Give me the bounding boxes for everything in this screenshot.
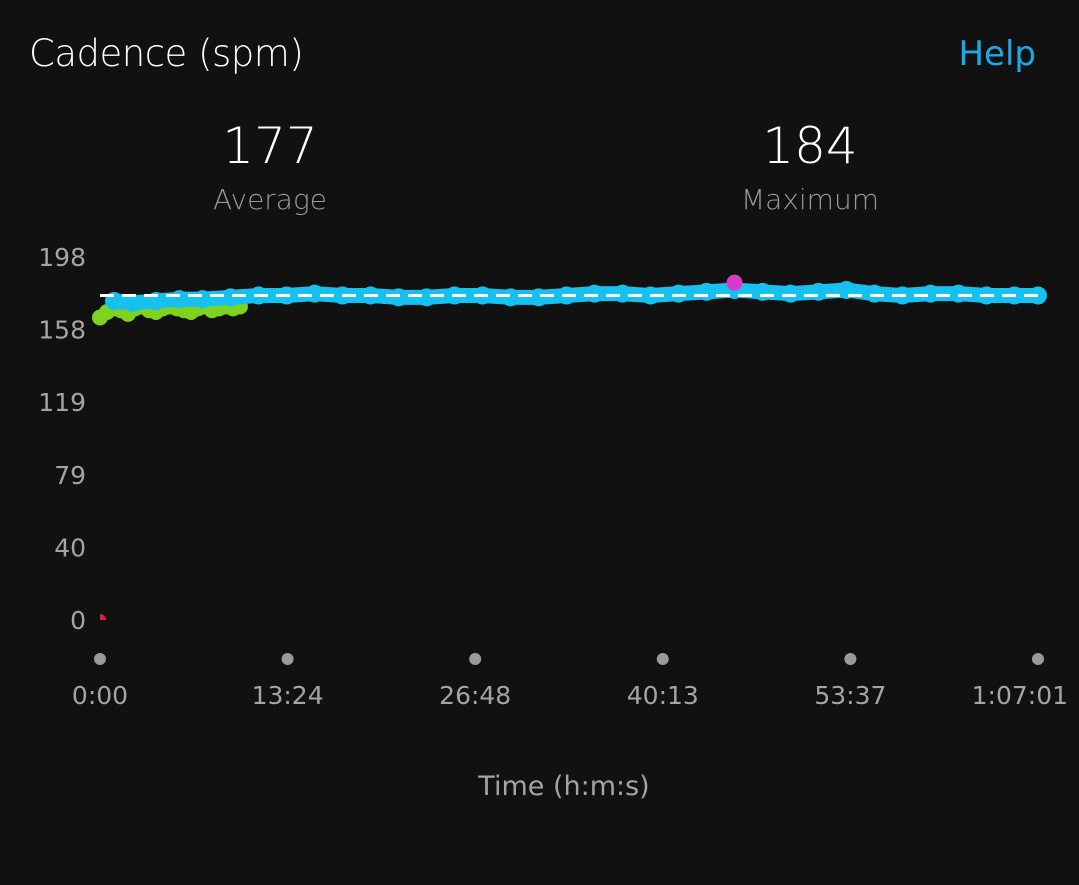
y-tick-label: 119 — [38, 388, 86, 417]
x-tick-label: 53:37 — [814, 681, 886, 710]
data-point — [809, 282, 828, 301]
x-axis-ticks: 0:00 13:24 26:48 40:13 53:37 1:07:01 — [72, 681, 1068, 710]
x-axis-dots — [94, 653, 1044, 665]
data-point — [123, 293, 142, 312]
series-layer — [92, 281, 1047, 620]
x-tick-dot — [656, 653, 669, 665]
data-point — [613, 284, 632, 303]
zero-cadence-marker — [100, 614, 106, 620]
data-point — [753, 282, 772, 301]
data-point — [921, 284, 940, 303]
help-link[interactable]: Help — [958, 34, 1036, 74]
x-tick-label: 40:13 — [627, 681, 699, 710]
x-tick-label: 1:07:01 — [972, 681, 1068, 710]
x-tick-label: 0:00 — [72, 681, 128, 710]
data-point — [865, 284, 884, 303]
x-tick-dot — [844, 653, 857, 665]
data-point — [781, 284, 800, 303]
data-point — [697, 282, 716, 301]
data-point — [305, 284, 324, 303]
data-point — [193, 290, 212, 309]
data-point — [417, 288, 436, 307]
x-tick-dot — [281, 653, 294, 665]
maximum-layer — [726, 274, 743, 291]
y-tick-label: 79 — [54, 461, 86, 490]
data-point — [949, 284, 968, 303]
data-point — [389, 288, 408, 307]
x-tick-label: 26:48 — [439, 681, 511, 710]
data-point — [501, 288, 520, 307]
average-label: Average — [212, 183, 327, 216]
y-axis-ticks: 198 158 119 79 40 0 — [38, 243, 86, 635]
data-point — [221, 288, 240, 307]
page-title: Cadence (spm) — [29, 32, 304, 75]
maximum-value: 184 — [762, 117, 858, 175]
average-value: 177 — [222, 117, 318, 175]
maximum-marker — [726, 274, 743, 291]
y-tick-label: 0 — [70, 606, 86, 635]
y-tick-label: 40 — [54, 533, 86, 562]
y-tick-label: 198 — [38, 243, 86, 272]
maximum-stat: 184 Maximum — [660, 121, 960, 216]
data-point — [669, 284, 688, 303]
data-point — [100, 614, 106, 620]
x-tick-dot — [469, 653, 482, 665]
maximum-label: Maximum — [741, 183, 879, 216]
data-point — [170, 290, 189, 309]
x-tick-dot — [1032, 653, 1044, 665]
x-tick-label: 13:24 — [252, 681, 324, 710]
average-stat: 177 Average — [120, 121, 420, 216]
cadence-chart[interactable]: 198 158 119 79 40 0 0:00 13:24 26:48 40:13 53:37 1… — [0, 0, 1079, 760]
data-point — [529, 288, 548, 307]
data-point — [585, 284, 604, 303]
y-tick-label: 158 — [38, 316, 86, 345]
x-axis-label: Time (h:m:s) — [478, 771, 650, 802]
x-tick-dot — [94, 653, 106, 665]
